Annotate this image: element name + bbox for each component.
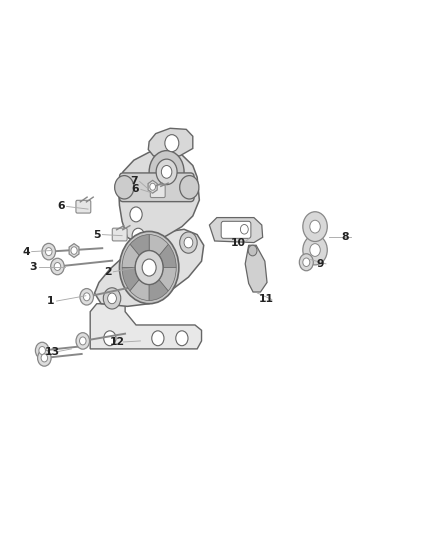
Circle shape <box>310 244 320 256</box>
Circle shape <box>83 293 90 301</box>
Text: 9: 9 <box>317 259 324 269</box>
Circle shape <box>42 244 56 260</box>
Text: 7: 7 <box>130 176 138 187</box>
Circle shape <box>142 259 156 276</box>
Circle shape <box>104 331 116 346</box>
Circle shape <box>153 285 162 296</box>
Circle shape <box>132 228 145 243</box>
Circle shape <box>150 183 155 190</box>
Circle shape <box>303 212 327 241</box>
Circle shape <box>54 263 61 270</box>
Circle shape <box>310 220 320 233</box>
Polygon shape <box>90 304 201 349</box>
Wedge shape <box>130 280 149 301</box>
FancyBboxPatch shape <box>76 200 91 213</box>
Circle shape <box>303 235 327 265</box>
Circle shape <box>38 350 51 366</box>
Text: 10: 10 <box>231 238 246 247</box>
Circle shape <box>39 346 46 354</box>
FancyBboxPatch shape <box>150 185 165 198</box>
Circle shape <box>161 165 172 178</box>
Polygon shape <box>69 244 79 257</box>
Circle shape <box>115 175 134 199</box>
Text: 13: 13 <box>45 346 60 357</box>
Circle shape <box>180 175 199 199</box>
Circle shape <box>149 151 184 193</box>
Text: 2: 2 <box>104 267 112 277</box>
Circle shape <box>184 237 193 248</box>
FancyBboxPatch shape <box>221 221 251 238</box>
Polygon shape <box>95 229 204 306</box>
Circle shape <box>248 245 257 256</box>
Circle shape <box>41 354 48 362</box>
Circle shape <box>149 280 166 301</box>
Circle shape <box>165 135 179 152</box>
Text: 5: 5 <box>93 230 100 240</box>
Circle shape <box>240 224 248 234</box>
Circle shape <box>180 232 197 253</box>
Polygon shape <box>209 217 263 243</box>
Wedge shape <box>159 268 176 291</box>
Circle shape <box>35 342 49 359</box>
FancyBboxPatch shape <box>120 173 194 201</box>
Circle shape <box>80 288 93 305</box>
Circle shape <box>76 333 89 349</box>
Polygon shape <box>245 245 267 292</box>
Circle shape <box>156 159 177 184</box>
Wedge shape <box>122 268 139 291</box>
Circle shape <box>176 331 188 346</box>
Text: 1: 1 <box>47 296 55 306</box>
Circle shape <box>46 248 52 256</box>
Polygon shape <box>148 180 157 193</box>
Circle shape <box>51 259 64 274</box>
Text: 12: 12 <box>110 337 125 347</box>
Circle shape <box>152 331 164 346</box>
Circle shape <box>71 247 77 254</box>
Circle shape <box>80 337 86 345</box>
Circle shape <box>108 293 117 304</box>
Polygon shape <box>148 128 193 156</box>
Circle shape <box>130 207 142 222</box>
Circle shape <box>299 254 313 271</box>
Wedge shape <box>122 244 139 268</box>
FancyBboxPatch shape <box>112 228 127 241</box>
Text: 6: 6 <box>57 201 65 212</box>
Circle shape <box>135 251 163 285</box>
Wedge shape <box>149 280 168 301</box>
Text: 4: 4 <box>22 247 30 256</box>
Text: 11: 11 <box>259 294 274 304</box>
Circle shape <box>103 288 121 309</box>
Circle shape <box>303 258 310 266</box>
Polygon shape <box>119 150 199 245</box>
Circle shape <box>120 231 179 304</box>
Text: 8: 8 <box>342 232 350 243</box>
Wedge shape <box>130 235 149 255</box>
Wedge shape <box>149 235 168 255</box>
Text: 3: 3 <box>30 262 37 271</box>
Text: 6: 6 <box>131 184 139 195</box>
Wedge shape <box>159 244 176 268</box>
